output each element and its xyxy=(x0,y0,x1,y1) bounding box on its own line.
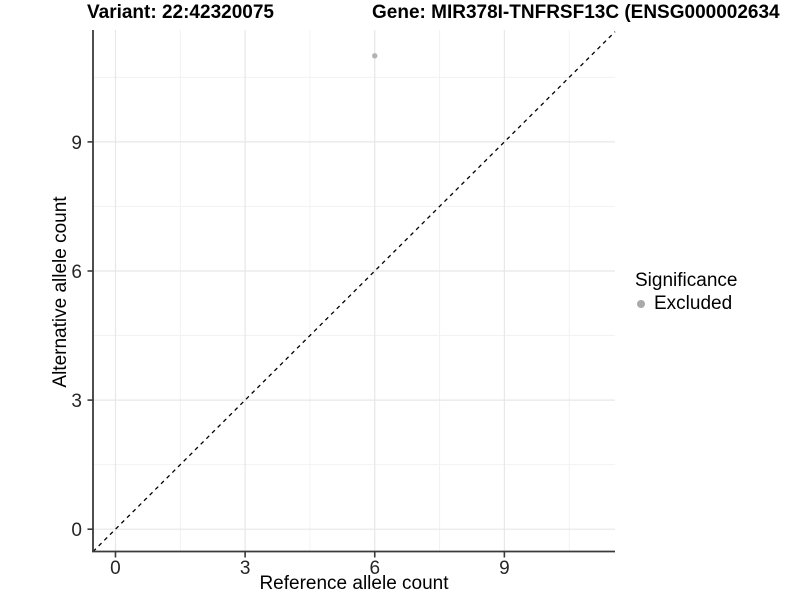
legend-title: Significance xyxy=(635,270,738,291)
variant-title: Variant: 22:42320075 xyxy=(87,2,274,23)
y-tick-label: 6 xyxy=(71,262,82,283)
y-tick-label: 9 xyxy=(71,133,82,154)
gene-title: Gene: MIR378I-TNFRSF13C (ENSG000002634 xyxy=(372,2,780,23)
excluded-point-icon xyxy=(637,300,645,308)
x-tick-label: 3 xyxy=(240,558,251,579)
x-tick-label: 0 xyxy=(110,558,121,579)
x-tick-label: 9 xyxy=(499,558,510,579)
identity-line xyxy=(92,31,616,553)
x-axis-title: Reference allele count xyxy=(259,573,449,594)
data-point xyxy=(372,53,378,59)
y-tick-label: 0 xyxy=(71,520,82,541)
x-tick-label: 6 xyxy=(369,558,380,579)
legend: Significance Excluded xyxy=(635,270,737,315)
legend-item-label: Excluded xyxy=(654,293,733,314)
y-tick-label: 3 xyxy=(71,391,82,412)
legend-item-excluded: Excluded xyxy=(635,293,737,315)
y-axis-title: Alternative allele count xyxy=(50,196,71,388)
